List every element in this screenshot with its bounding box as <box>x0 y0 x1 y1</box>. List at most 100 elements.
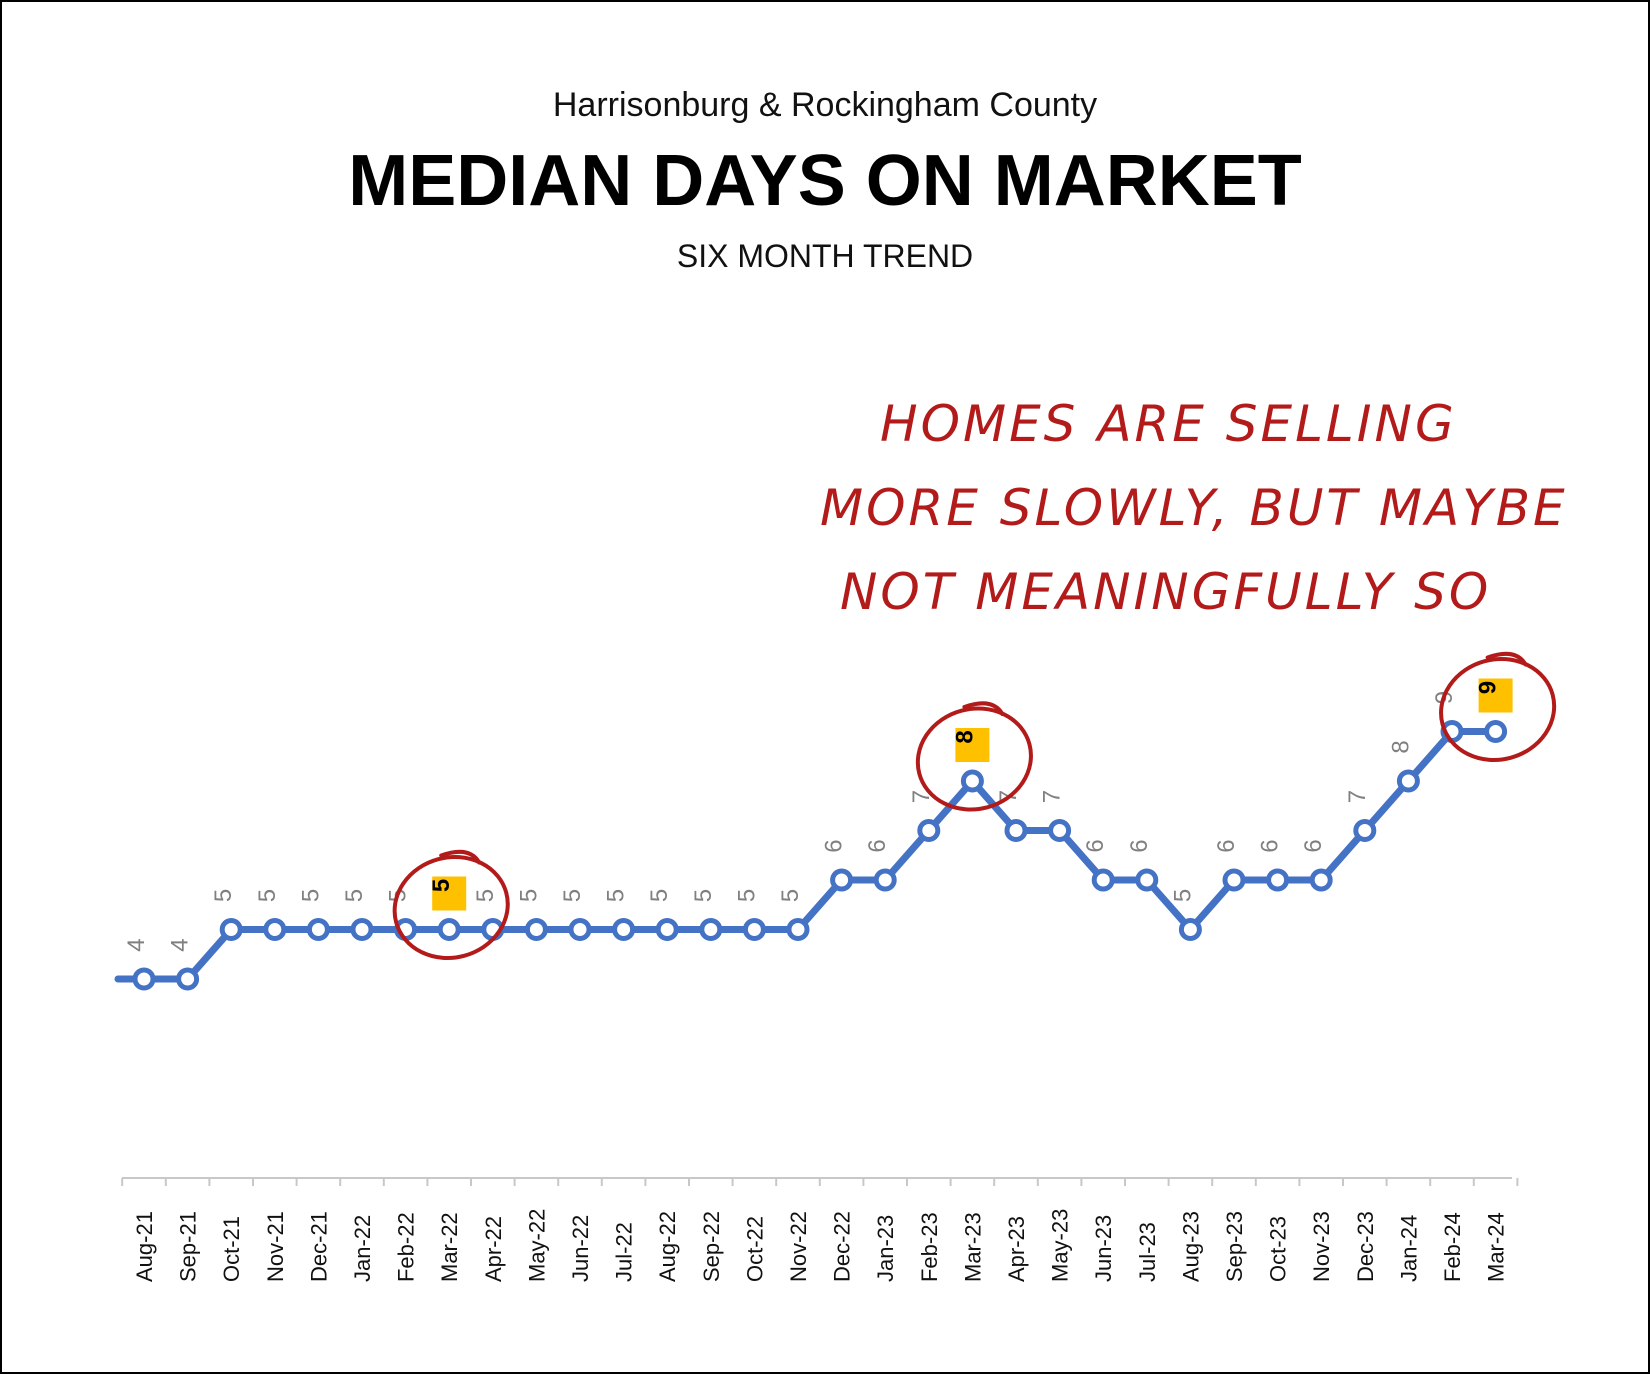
x-tick-label: Oct-21 <box>219 1216 244 1282</box>
x-tick-label: Aug-21 <box>132 1211 157 1282</box>
highlight-circle-stroke-tail <box>962 701 1005 716</box>
data-point-marker <box>786 918 810 941</box>
x-tick-label: Jan-24 <box>1396 1215 1421 1282</box>
x-tick-label: Nov-22 <box>786 1211 811 1282</box>
data-label: 4 <box>123 938 150 951</box>
x-tick-label: Jan-23 <box>873 1215 898 1282</box>
x-tick-label: Nov-23 <box>1309 1211 1334 1282</box>
x-tick-label: Sep-22 <box>699 1211 724 1282</box>
x-tick-label: Jul-22 <box>612 1222 637 1282</box>
data-point-marker <box>655 918 679 941</box>
x-tick-label: Oct-22 <box>742 1216 767 1282</box>
data-label: 6 <box>864 839 891 852</box>
data-label: 6 <box>1300 839 1327 852</box>
x-tick-label: Jun-23 <box>1091 1215 1116 1282</box>
data-label: 5 <box>690 889 717 902</box>
data-label: 5 <box>646 889 673 902</box>
data-point-marker <box>1396 769 1420 793</box>
data-label: 5 <box>559 889 586 902</box>
data-point-marker <box>742 918 766 941</box>
handwritten-annotation: HOMES ARE SELLING MORE SLOWLY, BUT MAYBE… <box>820 382 1580 634</box>
highlight-data-label: 8 <box>951 730 978 743</box>
data-point-marker <box>1178 918 1202 941</box>
highlight-circle-annotation <box>392 855 510 960</box>
data-label: 5 <box>341 889 368 902</box>
data-label: 5 <box>733 889 760 902</box>
x-tick-label: Aug-22 <box>655 1211 680 1282</box>
data-point-marker <box>568 918 592 941</box>
x-tick-label: Dec-21 <box>306 1211 331 1282</box>
data-point-marker <box>612 918 636 941</box>
x-tick-label: Aug-23 <box>1178 1211 1203 1282</box>
x-tick-label: Apr-22 <box>481 1216 506 1282</box>
data-point-marker <box>1222 868 1246 892</box>
data-point-marker <box>1484 720 1508 743</box>
data-point-marker <box>1135 868 1159 892</box>
x-tick-label: Feb-23 <box>917 1212 942 1282</box>
data-label: 7 <box>1039 790 1066 803</box>
x-tick-label: Jun-22 <box>568 1215 593 1282</box>
x-tick-label: Jan-22 <box>350 1215 375 1282</box>
data-point-marker <box>306 918 330 941</box>
chart-subtitle: SIX MONTH TREND <box>676 238 974 274</box>
x-tick-label: Sep-23 <box>1222 1211 1247 1282</box>
annotation-line-2: MORE SLOWLY, BUT MAYBE <box>820 479 1568 537</box>
highlight-label-box <box>432 876 467 911</box>
data-label: 5 <box>1169 889 1196 902</box>
highlight-circle-stroke-tail <box>1485 651 1528 667</box>
data-point-marker <box>132 967 156 991</box>
data-point-marker <box>873 868 897 892</box>
data-label: 6 <box>1257 839 1284 852</box>
data-label: 5 <box>210 889 237 902</box>
data-label: 7 <box>1344 790 1371 803</box>
data-point-marker <box>1309 868 1333 892</box>
data-label: 5 <box>603 889 630 902</box>
x-tick-label: Feb-22 <box>394 1212 419 1282</box>
x-tick-label: Feb-24 <box>1440 1212 1465 1282</box>
data-point-marker <box>830 868 854 892</box>
x-tick-label: Jul-23 <box>1135 1222 1160 1282</box>
data-point-marker <box>1048 819 1072 842</box>
data-label: 4 <box>167 938 194 951</box>
x-tick-label: Mar-22 <box>437 1212 462 1282</box>
data-point-marker <box>699 918 723 941</box>
x-tick-label: May-22 <box>524 1209 549 1282</box>
data-label: 5 <box>515 889 542 902</box>
chart-supertitle: Harrisonburg & Rockingham County <box>552 86 1098 124</box>
data-point-marker <box>437 918 461 941</box>
data-point-marker <box>219 918 243 941</box>
data-point-marker <box>1004 819 1028 842</box>
data-label: 5 <box>777 889 804 902</box>
x-tick-label: Dec-22 <box>830 1211 855 1282</box>
data-point-marker <box>1091 868 1115 892</box>
data-point-marker <box>263 918 287 941</box>
series-line <box>114 728 1500 983</box>
data-point-marker <box>1266 868 1290 892</box>
highlight-data-label: 5 <box>428 879 455 892</box>
highlight-circle-annotation <box>915 706 1033 812</box>
x-tick-label: Sep-21 <box>176 1211 201 1282</box>
highlight-label-box <box>955 728 990 762</box>
data-point-marker <box>960 769 984 793</box>
x-tick-label: Apr-23 <box>1004 1216 1029 1282</box>
data-label: 5 <box>254 889 281 902</box>
data-point-marker <box>350 918 374 941</box>
highlight-circle-stroke-tail <box>439 849 482 865</box>
highlight-circle-annotation <box>1439 657 1557 762</box>
data-label: 6 <box>1213 839 1240 852</box>
data-label: 6 <box>1126 839 1153 852</box>
x-tick-label: Mar-24 <box>1484 1212 1509 1282</box>
data-label: 5 <box>297 889 324 902</box>
x-tick-label: Dec-23 <box>1353 1211 1378 1282</box>
x-tick-label: Nov-21 <box>263 1211 288 1282</box>
x-tick-label: Oct-23 <box>1266 1216 1291 1282</box>
data-point-marker <box>524 918 548 941</box>
data-label: 5 <box>472 889 499 902</box>
data-point-marker <box>1353 819 1377 842</box>
annotation-line-1: HOMES ARE SELLING <box>880 395 1457 453</box>
chart-title: MEDIAN DAYS ON MARKET <box>348 141 1302 221</box>
x-tick-label: May-23 <box>1048 1209 1073 1282</box>
x-tick-label: Mar-23 <box>960 1212 985 1282</box>
